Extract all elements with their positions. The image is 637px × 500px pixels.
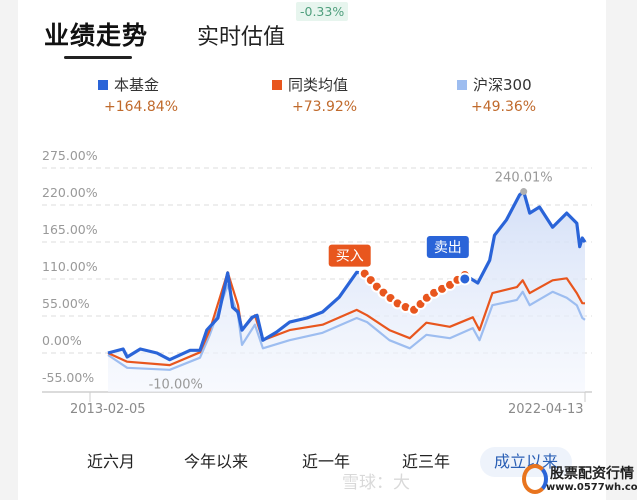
range-6-months[interactable]: 近六月 [87,452,136,471]
legend-value: +49.36% [471,99,537,115]
legend-swatch-icon [457,79,467,90]
x-axis-end-date: 2022-04-13 [508,402,584,417]
legend-swatch-icon [98,79,108,90]
y-tick-label: -55.00% [42,370,94,385]
min-value-label: -10.00% [149,378,203,393]
range-3-years[interactable]: 近三年 [402,452,451,471]
fund-area-fill [108,191,585,392]
legend-value: +164.84% [104,99,179,115]
legend-fund[interactable]: 本基金 +164.84% [98,74,178,115]
max-point-dot [520,188,528,196]
logo-title: 股票配资行情 [550,466,634,482]
legend-label: 同类均值 [288,76,349,94]
logo-url: www.0577wh.com [546,482,637,493]
series-line-fund [107,189,587,362]
max-value-label: 240.01% [495,171,553,186]
y-tick-label: 220.00% [42,185,98,200]
legend-label: 本基金 [114,76,160,94]
sell-point-dot [458,272,472,286]
legend-label: 沪深300 [473,76,532,94]
logo-swirl-icon [522,464,548,494]
y-tick-label: 110.00% [42,259,98,274]
watermark-logo: 股票配资行情 www.0577wh.com [520,460,637,500]
series-line-peer-average [107,271,586,367]
tab-realtime-estimate[interactable]: 实时估值 [197,25,286,50]
buy-label: 买入 [336,249,364,265]
y-tick-label: 275.00% [42,148,98,163]
watermark-text: 雪球：大 [342,473,410,493]
buy-label-box [328,244,371,267]
legend-peer-average[interactable]: 同类均值 +73.92% [272,74,357,115]
range-ytd[interactable]: 今年以来 [184,452,249,471]
estimate-change-badge: -0.33% [296,2,349,21]
sell-label-box [426,235,469,258]
y-tick-label: 165.00% [42,222,98,237]
tab-performance[interactable]: 业绩走势 [44,21,149,50]
legend-value: +73.92% [292,99,358,115]
x-axis-start-date: 2013-02-05 [70,402,146,417]
active-tab-indicator [64,56,132,59]
legend-swatch-icon [272,79,282,90]
y-tick-label: 55.00% [42,296,90,311]
range-1-year[interactable]: 近一年 [302,452,351,471]
sell-label: 卖出 [434,240,462,256]
legend-csi300[interactable]: 沪深300 +49.36% [457,74,536,115]
y-tick-label: 0.00% [42,333,82,348]
